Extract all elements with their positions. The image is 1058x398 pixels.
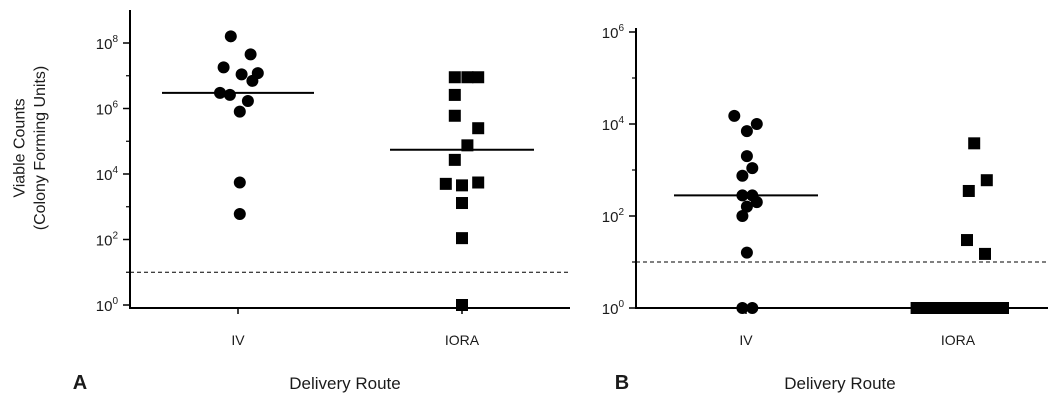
data-point-iv [217,61,230,74]
data-point-iv [736,210,749,222]
data-point-iv [233,208,246,221]
data-point-iv [233,105,246,118]
data-point-iv [235,68,248,81]
data-point-iora [456,179,468,192]
data-point-iora [472,71,485,84]
data-point-iora [962,184,975,197]
data-point-iora [964,302,977,314]
data-point-iora [986,302,999,314]
y-axis-label: Viable Counts (Colony Forming Units) [11,66,49,230]
chart-panel-a: 100 102 104 106 108 IV IORA Delivery Route A Viab… [11,10,570,394]
y-tick-label: 108 [96,34,119,53]
data-point-iora [910,302,923,314]
data-point-iv [241,94,254,107]
data-point-iora [943,302,955,314]
y-tick-label: 102 [96,231,119,250]
data-point-iora [968,137,981,150]
data-point-iv [740,125,753,138]
y-tick-label: 106 [96,100,119,119]
data-point-iora [472,176,485,189]
data-point-iora [456,299,468,311]
data-point-iora [975,302,988,314]
data-point-iv [750,118,763,130]
x-tick-label: IV [231,332,245,348]
data-point-iv [750,196,763,209]
data-point-iora [448,88,461,101]
data-point-iora [921,302,934,314]
data-point-iv [736,169,749,182]
y-tick-label: 104 [602,115,625,134]
data-point-iora [953,302,966,314]
panel-label: B [615,372,629,394]
data-point-iv [740,150,753,163]
data-point-iora [448,153,461,166]
chart-panel-b: 100 102 104 106 IV IORA Delivery Route B [602,23,1048,394]
data-point-iv [246,74,259,87]
x-axis-label: Delivery Route [784,374,896,393]
data-point-iv [740,246,753,259]
data-point-iora [461,139,474,152]
data-point-iora [472,122,485,135]
y-tick-label: 106 [602,23,625,42]
x-tick-label: IV [739,332,753,348]
data-point-iv [224,30,237,43]
data-point-iora [979,247,991,260]
data-point-iv [736,302,749,314]
x-tick-label: IORA [941,332,976,348]
panel-label: A [73,372,87,394]
x-tick-label: IORA [445,332,480,348]
data-point-iv [233,176,246,189]
data-point-iora [456,232,468,245]
data-point-iora [448,109,461,122]
x-axis-label: Delivery Route [289,374,401,393]
data-point-iora [461,71,474,84]
data-point-iv [746,302,759,314]
data-point-iora [448,71,461,84]
data-point-iv [728,109,741,122]
data-point-iora [961,234,973,247]
data-point-iv [746,162,759,175]
y-tick-label: 104 [96,165,119,184]
data-point-iv [223,88,236,101]
y-tick-label: 102 [602,207,625,226]
data-point-iv [740,200,753,213]
y-tick-label: 100 [96,296,119,315]
y-tick-label: 100 [602,299,625,318]
data-point-iora [456,197,468,210]
data-point-iora [932,302,945,314]
data-point-iora [997,302,1009,314]
data-point-iv [244,48,257,61]
data-point-iora [439,177,452,190]
data-point-iora [980,174,993,187]
